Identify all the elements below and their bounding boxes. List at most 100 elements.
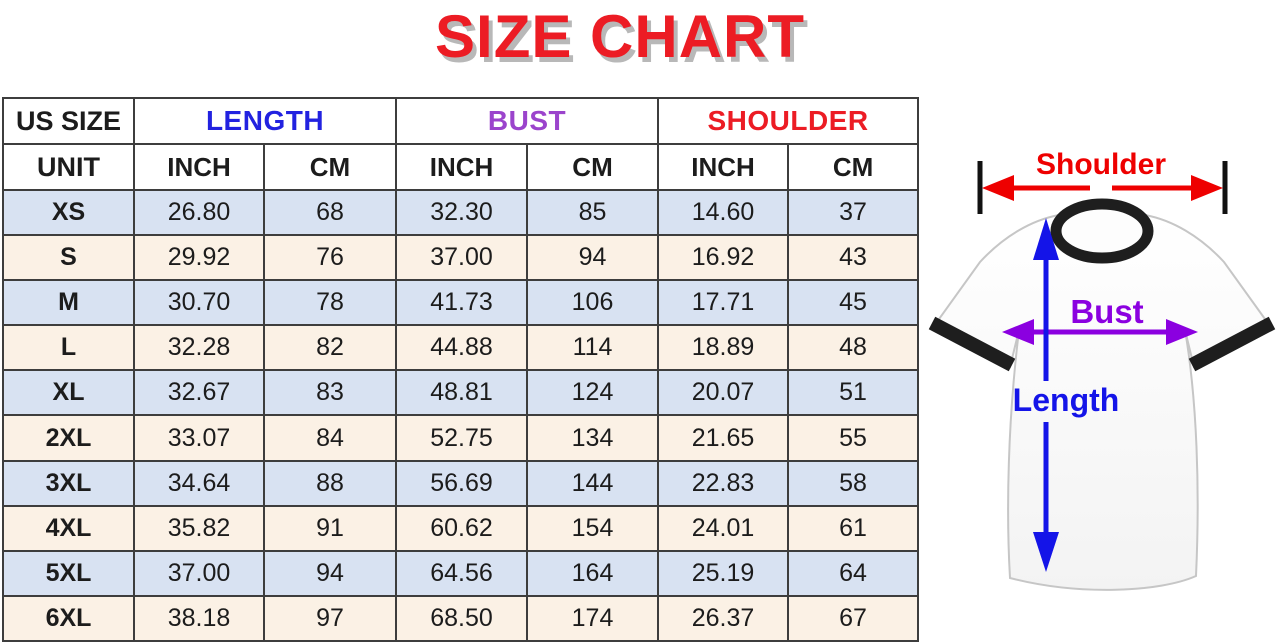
value-cell: 48 (787, 324, 920, 372)
value-cell: 91 (262, 504, 398, 552)
bust-group-header: BUST (395, 97, 660, 145)
table-row: 4XL 35.82 91 60.62 154 24.01 61 (2, 504, 920, 552)
length-label: Length (1013, 382, 1120, 418)
value-cell: 61 (787, 504, 920, 552)
right-cuff (1188, 316, 1276, 372)
value-cell: 32.30 (395, 188, 529, 237)
value-cell: 56.69 (395, 459, 529, 507)
unit-header: UNIT (2, 143, 135, 191)
value-cell: 97 (262, 594, 398, 643)
value-cell: 85 (526, 188, 660, 237)
value-cell: 21.65 (657, 414, 790, 462)
value-cell: 94 (526, 234, 660, 282)
value-cell: 30.70 (133, 279, 265, 327)
value-cell: 26.37 (657, 594, 790, 643)
length-arrowhead-down-icon (1033, 532, 1059, 572)
value-cell: 154 (526, 504, 660, 552)
length-cm-header: CM (262, 143, 398, 191)
value-cell: 64.56 (395, 549, 529, 597)
value-cell: 78 (262, 279, 398, 327)
size-cell: 6XL (2, 594, 135, 643)
tshirt-illustration (928, 198, 1276, 591)
size-cell: M (2, 279, 135, 327)
length-group-header: LENGTH (132, 97, 398, 145)
value-cell: 33.07 (133, 414, 265, 462)
value-cell: 37.00 (395, 234, 529, 282)
table-row: XL 32.67 83 48.81 124 20.07 51 (2, 369, 920, 417)
measure-header-row: US SIZE LENGTH BUST SHOULDER (2, 97, 920, 145)
value-cell: 14.60 (657, 188, 790, 237)
size-cell: XS (2, 188, 135, 237)
value-cell: 64 (787, 549, 920, 597)
value-cell: 22.83 (657, 459, 790, 507)
value-cell: 134 (526, 414, 660, 462)
table-row: 5XL 37.00 94 64.56 164 25.19 64 (2, 549, 920, 597)
value-cell: 82 (262, 324, 398, 372)
value-cell: 18.89 (657, 324, 790, 372)
value-cell: 48.81 (395, 369, 529, 417)
left-cuff (928, 316, 1016, 372)
value-cell: 44.88 (395, 324, 529, 372)
page-title: SIZE CHART (435, 3, 805, 70)
table-row: 2XL 33.07 84 52.75 134 21.65 55 (2, 414, 920, 462)
value-cell: 106 (526, 279, 660, 327)
collar (1050, 198, 1154, 264)
value-cell: 68.50 (395, 594, 529, 643)
value-cell: 20.07 (657, 369, 790, 417)
value-cell: 51 (787, 369, 920, 417)
value-cell: 34.64 (133, 459, 265, 507)
shoulder-inch-header: INCH (657, 143, 790, 191)
us-size-header: US SIZE (2, 97, 135, 145)
value-cell: 88 (262, 459, 398, 507)
value-cell: 144 (526, 459, 660, 507)
shoulder-cm-header: CM (787, 143, 920, 191)
value-cell: 41.73 (395, 279, 529, 327)
bust-label: Bust (1070, 293, 1143, 330)
value-cell: 29.92 (133, 234, 265, 282)
table-row: 6XL 38.18 97 68.50 174 26.37 67 (2, 594, 920, 643)
value-cell: 164 (526, 549, 660, 597)
size-chart-table: US SIZE LENGTH BUST SHOULDER UNIT INCH C… (2, 97, 920, 643)
value-cell: 52.75 (395, 414, 529, 462)
value-cell: 174 (526, 594, 660, 643)
value-cell: 35.82 (133, 504, 265, 552)
value-cell: 24.01 (657, 504, 790, 552)
value-cell: 16.92 (657, 234, 790, 282)
table-row: XS 26.80 68 32.30 85 14.60 37 (2, 188, 920, 237)
size-cell: XL (2, 369, 135, 417)
bust-inch-header: INCH (395, 143, 529, 191)
value-cell: 17.71 (657, 279, 790, 327)
value-cell: 76 (262, 234, 398, 282)
value-cell: 68 (262, 188, 398, 237)
value-cell: 124 (526, 369, 660, 417)
value-cell: 32.28 (133, 324, 265, 372)
shoulder-group-header: SHOULDER (657, 97, 920, 145)
value-cell: 32.67 (133, 369, 265, 417)
value-cell: 55 (787, 414, 920, 462)
shoulder-arrowhead-left-icon (982, 175, 1014, 201)
bust-arrowhead-left-icon (1002, 319, 1034, 345)
value-cell: 25.19 (657, 549, 790, 597)
size-cell: S (2, 234, 135, 282)
value-cell: 58 (787, 459, 920, 507)
value-cell: 84 (262, 414, 398, 462)
value-cell: 26.80 (133, 188, 265, 237)
value-cell: 114 (526, 324, 660, 372)
value-cell: 94 (262, 549, 398, 597)
bust-measure: Bust (1002, 293, 1198, 345)
value-cell: 83 (262, 369, 398, 417)
tshirt-measurement-diagram: Shoulder Bust Length (920, 120, 1280, 644)
table-row: S 29.92 76 37.00 94 16.92 43 (2, 234, 920, 282)
shoulder-measure: Shoulder (977, 148, 1228, 214)
shoulder-arrowhead-right-icon (1191, 175, 1223, 201)
length-inch-header: INCH (133, 143, 265, 191)
value-cell: 37.00 (133, 549, 265, 597)
size-cell: 4XL (2, 504, 135, 552)
table-row: M 30.70 78 41.73 106 17.71 45 (2, 279, 920, 327)
value-cell: 37 (787, 188, 920, 237)
bust-arrowhead-right-icon (1166, 319, 1198, 345)
size-table-body: XS 26.80 68 32.30 85 14.60 37 S 29.92 76 37.00 94 16… (2, 188, 920, 643)
table-row: 3XL 34.64 88 56.69 144 22.83 58 (2, 459, 920, 507)
value-cell: 38.18 (133, 594, 265, 643)
value-cell: 43 (787, 234, 920, 282)
